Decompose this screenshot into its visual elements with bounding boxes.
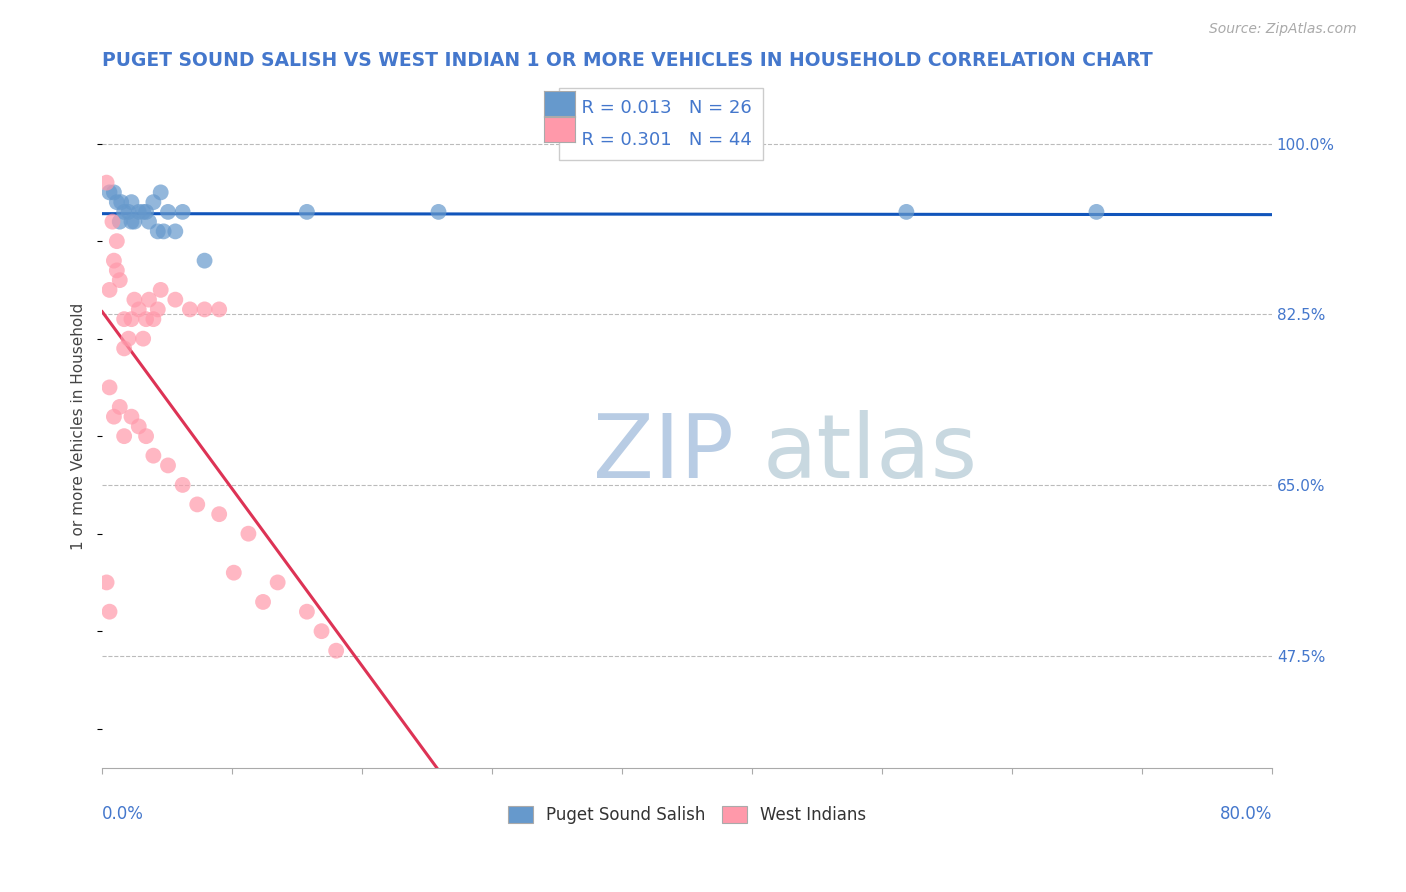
- Point: [896, 205, 918, 219]
- Point: [208, 302, 231, 317]
- Point: [193, 302, 215, 317]
- Point: [108, 273, 131, 287]
- Text: 80.0%: 80.0%: [1219, 805, 1272, 823]
- Point: [427, 205, 450, 219]
- Point: [103, 253, 125, 268]
- Point: [124, 293, 146, 307]
- Text: atlas: atlas: [763, 410, 979, 497]
- Point: [120, 195, 142, 210]
- Point: [112, 342, 135, 356]
- Point: [156, 205, 179, 219]
- Point: [149, 186, 172, 200]
- Point: [128, 419, 150, 434]
- Point: [1085, 205, 1108, 219]
- Legend: Puget Sound Salish, West Indians: Puget Sound Salish, West Indians: [508, 806, 866, 824]
- Point: [108, 400, 131, 414]
- Point: [165, 293, 187, 307]
- Point: [138, 293, 160, 307]
- Point: [325, 643, 347, 657]
- Point: [208, 507, 231, 521]
- Point: [105, 263, 128, 277]
- Point: [142, 312, 165, 326]
- Point: [103, 409, 125, 424]
- Point: [120, 312, 142, 326]
- Point: [98, 380, 121, 394]
- Point: [117, 332, 139, 346]
- Point: [120, 409, 142, 424]
- Point: [295, 205, 318, 219]
- Point: [172, 205, 194, 219]
- Point: [112, 312, 135, 326]
- Point: [124, 214, 146, 228]
- Point: [108, 214, 131, 228]
- Point: [142, 195, 165, 210]
- Point: [112, 205, 135, 219]
- Point: [179, 302, 201, 317]
- Point: [98, 186, 121, 200]
- Point: [103, 186, 125, 200]
- Point: [295, 605, 318, 619]
- Point: [96, 176, 118, 190]
- Point: [146, 224, 169, 238]
- Point: [135, 205, 157, 219]
- Point: [222, 566, 245, 580]
- Point: [165, 224, 187, 238]
- Point: [98, 283, 121, 297]
- Point: [172, 478, 194, 492]
- Point: [101, 214, 124, 228]
- Point: [117, 205, 139, 219]
- Point: [252, 595, 274, 609]
- Point: [110, 195, 132, 210]
- Y-axis label: 1 or more Vehicles in Household: 1 or more Vehicles in Household: [72, 302, 86, 550]
- Point: [238, 526, 260, 541]
- Point: [112, 429, 135, 443]
- Point: [128, 205, 150, 219]
- Point: [146, 302, 169, 317]
- Point: [149, 283, 172, 297]
- Point: [266, 575, 288, 590]
- Point: [152, 224, 174, 238]
- Point: [142, 449, 165, 463]
- Point: [138, 214, 160, 228]
- Point: [120, 214, 142, 228]
- Text: ZIP: ZIP: [593, 410, 734, 497]
- Text: Source: ZipAtlas.com: Source: ZipAtlas.com: [1209, 22, 1357, 37]
- Point: [128, 302, 150, 317]
- Point: [156, 458, 179, 473]
- Point: [186, 497, 208, 511]
- Point: [135, 312, 157, 326]
- Point: [132, 332, 155, 346]
- Text: R = 0.013   N = 26
  R = 0.301   N = 44: R = 0.013 N = 26 R = 0.301 N = 44: [569, 99, 752, 149]
- Point: [105, 234, 128, 248]
- Point: [132, 205, 155, 219]
- Point: [98, 605, 121, 619]
- Point: [135, 429, 157, 443]
- Point: [311, 624, 333, 639]
- Point: [96, 575, 118, 590]
- Text: PUGET SOUND SALISH VS WEST INDIAN 1 OR MORE VEHICLES IN HOUSEHOLD CORRELATION CH: PUGET SOUND SALISH VS WEST INDIAN 1 OR M…: [103, 51, 1153, 70]
- Text: 0.0%: 0.0%: [103, 805, 143, 823]
- Point: [193, 253, 215, 268]
- Point: [105, 195, 128, 210]
